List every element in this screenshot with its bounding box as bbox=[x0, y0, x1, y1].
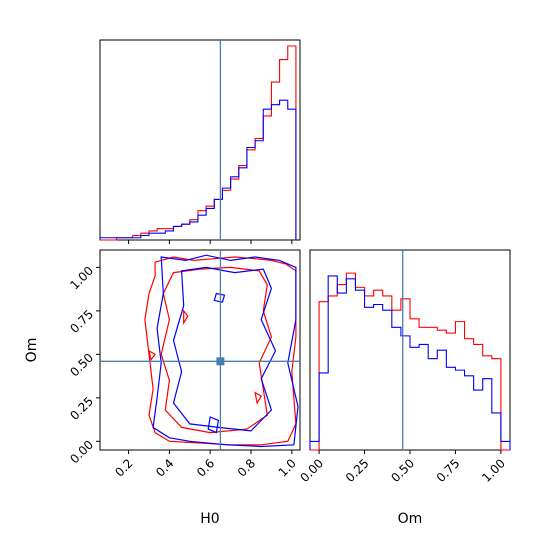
xtick-label-h0: 1.0 bbox=[276, 456, 299, 479]
hist-h0-frame bbox=[99, 39, 301, 241]
hist-om-panel: 0.00 0.25 0.50 0.75 1.00 Om bbox=[297, 249, 511, 527]
ytick-label-om: 0.00 bbox=[67, 438, 96, 467]
ytick-label-om: 0.25 bbox=[67, 394, 96, 423]
ytick-label-om: 0.75 bbox=[67, 307, 96, 336]
xtick-label-om: 1.00 bbox=[479, 456, 508, 485]
xtick-label-om: 0.25 bbox=[343, 456, 372, 485]
contour-blue-island bbox=[213, 292, 226, 303]
ytick-label-om: 0.50 bbox=[67, 351, 96, 380]
xtick-label-om: 0.75 bbox=[434, 456, 463, 485]
xtick-label-h0: 0.4 bbox=[153, 456, 176, 479]
contour-panel: 0.2 0.4 0.6 0.8 1.0 0.00 0.25 0.50 0.75 1.00 H0 O… bbox=[24, 249, 301, 527]
contour-blue-inner bbox=[172, 266, 277, 432]
contour-frame bbox=[99, 249, 301, 451]
truth-marker bbox=[216, 357, 225, 366]
hist-h0-panel bbox=[99, 39, 301, 244]
contour-red-outer bbox=[144, 256, 297, 446]
ytick-label-om: 1.00 bbox=[67, 264, 96, 293]
xtick-label-om: 0.50 bbox=[388, 456, 417, 485]
contour-red-inner bbox=[160, 266, 273, 434]
hist-h0-series-blue bbox=[99, 99, 297, 240]
xtick-label-h0: 0.2 bbox=[112, 456, 135, 479]
xtick-label-om: 0.00 bbox=[297, 456, 326, 485]
hist-h0-series-red bbox=[100, 45, 297, 241]
hist-om-series-red bbox=[310, 272, 510, 451]
xlabel-om: Om bbox=[398, 511, 423, 527]
ylabel-om: Om bbox=[24, 338, 40, 363]
xlabel-h0: H0 bbox=[200, 511, 219, 527]
contour-blue-island-2 bbox=[207, 416, 220, 434]
contour-blue-outer bbox=[152, 254, 299, 448]
xtick-label-h0: 0.8 bbox=[235, 456, 258, 479]
hist-om-series-blue bbox=[309, 275, 511, 450]
hist-om-frame bbox=[309, 249, 511, 451]
contour-red-island-3 bbox=[183, 309, 189, 326]
xtick-label-h0: 0.6 bbox=[194, 456, 217, 479]
contour-red-island bbox=[148, 349, 157, 361]
contour-red-island-2 bbox=[254, 391, 263, 405]
